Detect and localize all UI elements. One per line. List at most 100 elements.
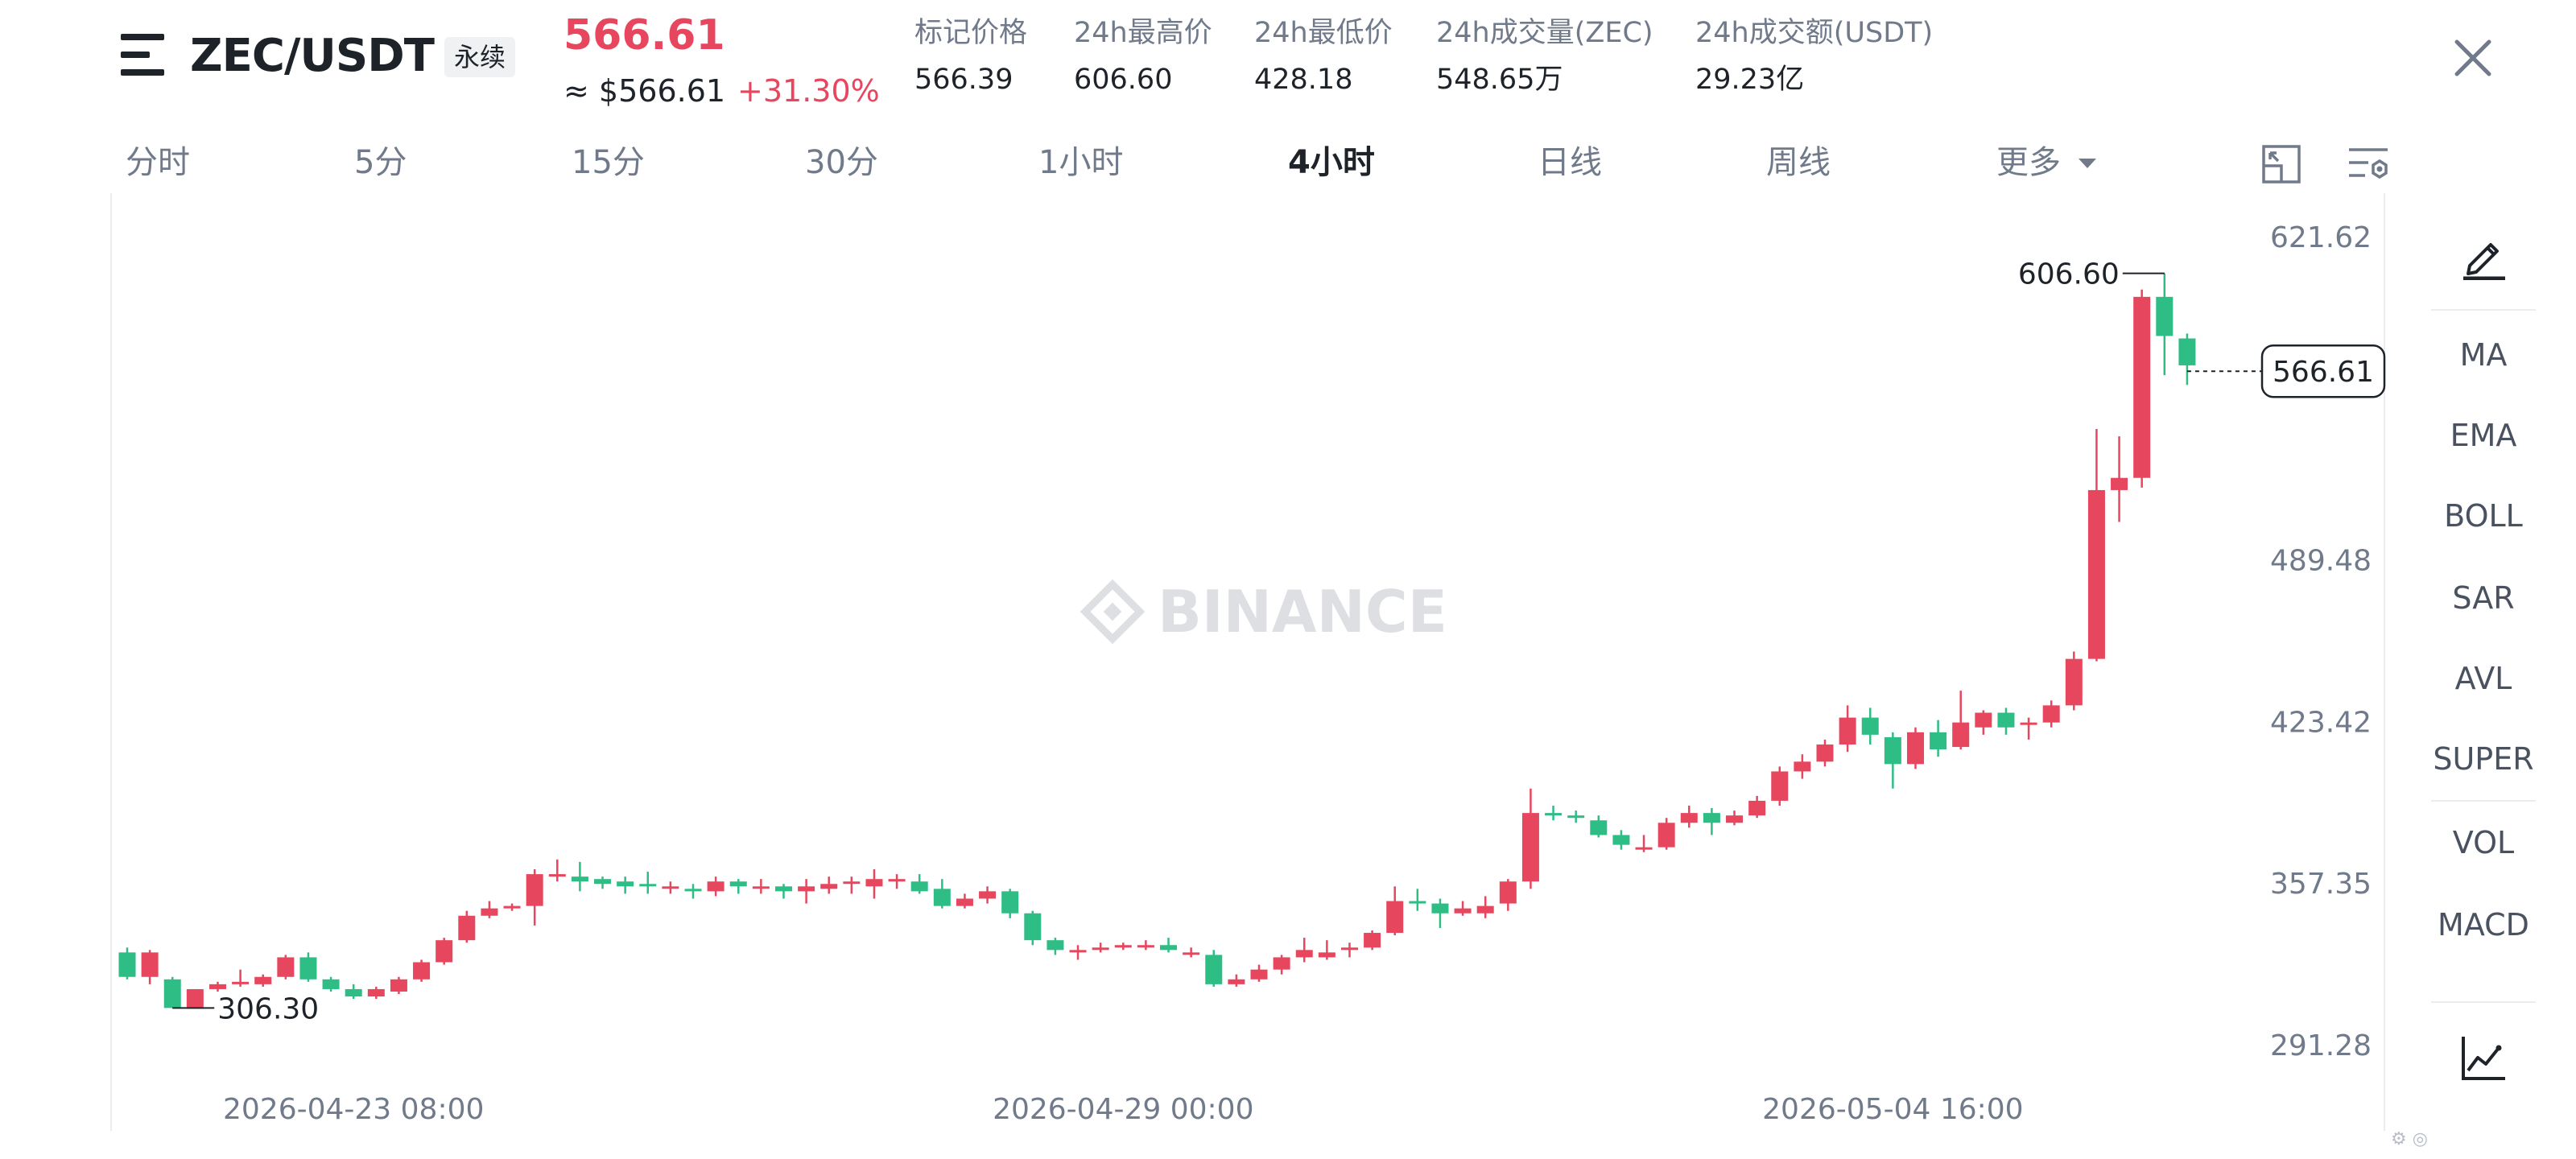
candle xyxy=(2087,428,2105,662)
tab-30m[interactable]: 30分 xyxy=(805,144,878,181)
candle xyxy=(639,872,657,894)
candle-body xyxy=(1726,815,1744,823)
candle-body xyxy=(684,889,702,892)
candle-body xyxy=(436,940,453,963)
candle xyxy=(1046,938,1064,955)
indicator-macd[interactable]: MACD xyxy=(2438,907,2529,942)
indicator-vol[interactable]: VOL xyxy=(2452,825,2515,860)
candle xyxy=(684,884,702,899)
menu-icon[interactable] xyxy=(121,34,169,76)
candle xyxy=(843,876,861,894)
indicator-super[interactable]: SUPER xyxy=(2433,741,2534,777)
candle-body xyxy=(1839,717,1856,745)
tab-1h[interactable]: 1小时 xyxy=(1038,144,1124,181)
candle-body xyxy=(1273,957,1290,970)
candle-body xyxy=(1001,891,1019,914)
indicator-sar[interactable]: SAR xyxy=(2452,580,2515,616)
candle-body xyxy=(639,884,657,887)
candle xyxy=(413,959,431,982)
candle-body xyxy=(1295,950,1313,958)
low-24h-label: 24h最低价 xyxy=(1254,17,1393,49)
candle xyxy=(458,910,476,943)
candle xyxy=(1975,710,1992,735)
tab-1d[interactable]: 日线 xyxy=(1538,144,1602,181)
y-tick-label: 423.42 xyxy=(2270,706,2372,739)
low-24h-value: 428.18 xyxy=(1254,64,1353,96)
tab-5m[interactable]: 5分 xyxy=(354,144,407,181)
candle xyxy=(1114,942,1132,951)
candle-body xyxy=(345,988,362,997)
candle-body xyxy=(1454,908,1472,914)
pencil-icon[interactable] xyxy=(2458,230,2508,280)
candle xyxy=(1612,830,1630,850)
tab-time-sharing[interactable]: 分时 xyxy=(126,144,190,181)
candle xyxy=(617,876,634,894)
candle xyxy=(1771,766,1789,806)
close-icon[interactable] xyxy=(2450,35,2496,80)
x-tick-label: 2026-04-23 08:00 xyxy=(223,1093,484,1126)
candle xyxy=(1545,806,1563,821)
candle-body xyxy=(707,881,724,892)
symbol-title[interactable]: ZEC/USDT xyxy=(190,30,435,82)
binance-watermark: BINANCE xyxy=(1080,578,1447,645)
candle-body xyxy=(481,908,498,916)
volume-24h-label: 24h成交量(ZEC) xyxy=(1436,17,1653,49)
candle-body xyxy=(1431,903,1449,914)
candle-body xyxy=(1476,905,1494,914)
candle xyxy=(1884,732,1901,789)
tab-1w[interactable]: 周线 xyxy=(1766,144,1831,181)
candle xyxy=(910,874,928,894)
candle xyxy=(1906,727,1924,769)
candle-body xyxy=(571,876,588,882)
caret-down-icon[interactable] xyxy=(2077,156,2098,171)
tab-more[interactable]: 更多 xyxy=(1996,144,2061,181)
candle xyxy=(2156,273,2174,376)
turnover-24h-label: 24h成交额(USDT) xyxy=(1695,17,1934,49)
candle-body xyxy=(2042,705,2060,723)
candle xyxy=(729,879,747,894)
indicator-boll[interactable]: BOLL xyxy=(2444,498,2523,534)
candles xyxy=(118,273,2196,1009)
turnover-24h-value: 29.23亿 xyxy=(1695,64,1805,96)
y-tick-label: 357.35 xyxy=(2270,868,2372,901)
candle-body xyxy=(2020,722,2037,725)
candle xyxy=(1521,788,1539,889)
max-price-label: 606.60 xyxy=(2018,258,2120,291)
candle xyxy=(186,988,204,1009)
candle-body xyxy=(956,898,973,906)
candle-body xyxy=(1952,722,1970,748)
expand-icon[interactable] xyxy=(2259,142,2304,187)
candle-body xyxy=(299,957,317,980)
candle xyxy=(1794,754,1811,779)
candle-body xyxy=(774,886,792,892)
line-chart-icon[interactable] xyxy=(2458,1033,2508,1083)
candle xyxy=(481,901,498,918)
candle-body xyxy=(798,886,815,892)
candle xyxy=(1409,889,1426,911)
candle xyxy=(1476,896,1494,918)
indicator-ma[interactable]: MA xyxy=(2459,337,2508,373)
indicator-avl[interactable]: AVL xyxy=(2454,661,2512,696)
candle xyxy=(1273,955,1290,975)
candle-body xyxy=(1748,800,1766,816)
candle xyxy=(2178,333,2196,386)
candle xyxy=(367,986,385,1000)
tab-4h[interactable]: 4小时 xyxy=(1288,144,1375,181)
candle xyxy=(707,876,724,897)
settings-icon[interactable] xyxy=(2346,142,2391,187)
candle-body xyxy=(1590,820,1608,835)
last-price-axis-label: 566.61 xyxy=(2273,356,2374,389)
indicator-ema[interactable]: EMA xyxy=(2450,418,2517,453)
candle-body xyxy=(2133,296,2151,478)
candle-body xyxy=(843,881,861,885)
tab-15m[interactable]: 15分 xyxy=(572,144,645,181)
sidebar-divider xyxy=(2431,800,2536,802)
candle-body xyxy=(2111,477,2128,490)
candle-body xyxy=(1024,913,1042,941)
candle xyxy=(1386,886,1404,936)
high-24h-label: 24h最高价 xyxy=(1074,17,1212,49)
sidebar-divider xyxy=(2431,1001,2536,1003)
candlestick-chart[interactable]: BINANCE 621.62 489.48 423.42 357.35 291.28 2… xyxy=(0,193,2407,1143)
candle xyxy=(1590,815,1608,838)
candle-body xyxy=(1205,955,1223,984)
